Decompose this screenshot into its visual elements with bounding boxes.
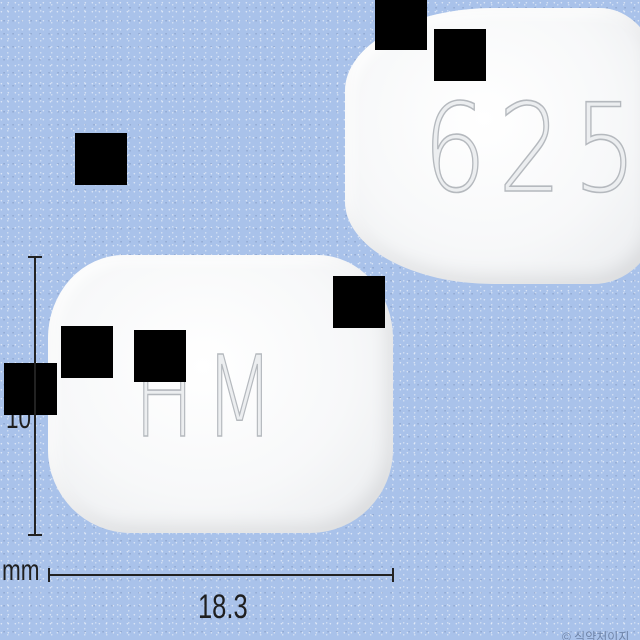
width-dimension-label: 18.3: [198, 588, 248, 626]
redaction-block: [61, 326, 113, 378]
width-ruler: [48, 568, 394, 582]
tablet-back-view: 625: [345, 8, 640, 284]
redaction-block: [375, 0, 427, 50]
redaction-block: [333, 276, 385, 328]
tablet-back-imprint: 625: [422, 77, 640, 221]
redaction-block: [4, 363, 57, 415]
unit-label: mm: [2, 554, 40, 587]
watermark: © 식약처이지: [562, 630, 630, 640]
redaction-block: [134, 330, 186, 382]
redaction-block: [434, 29, 486, 81]
height-ruler: [28, 256, 42, 536]
redaction-block: [75, 133, 127, 185]
